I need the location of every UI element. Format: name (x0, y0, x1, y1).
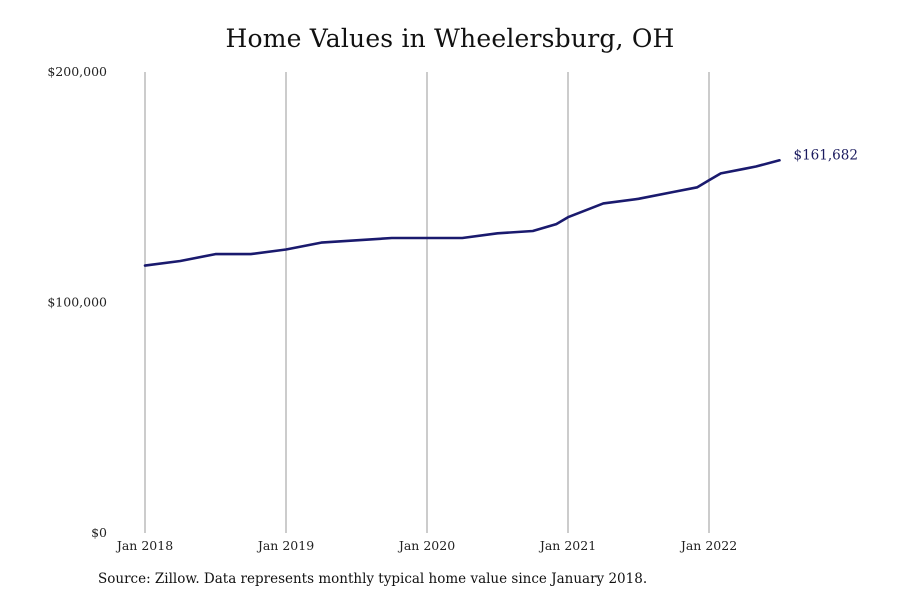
end-value-label: $161,682 (794, 147, 858, 163)
x-tick-label: Jan 2019 (256, 538, 314, 553)
x-tick-label: Jan 2018 (115, 538, 173, 553)
series-line (143, 159, 781, 267)
y-tick-label: $200,000 (47, 64, 107, 79)
y-tick-label: $100,000 (47, 295, 107, 310)
x-tick-label: Jan 2022 (679, 538, 737, 553)
chart-title: Home Values in Wheelersburg, OH (225, 24, 675, 53)
source-note: Source: Zillow. Data represents monthly … (98, 571, 648, 587)
y-tick-label: $0 (91, 525, 107, 540)
x-tick-label: Jan 2020 (397, 538, 455, 553)
x-tick-label: Jan 2021 (538, 538, 596, 553)
